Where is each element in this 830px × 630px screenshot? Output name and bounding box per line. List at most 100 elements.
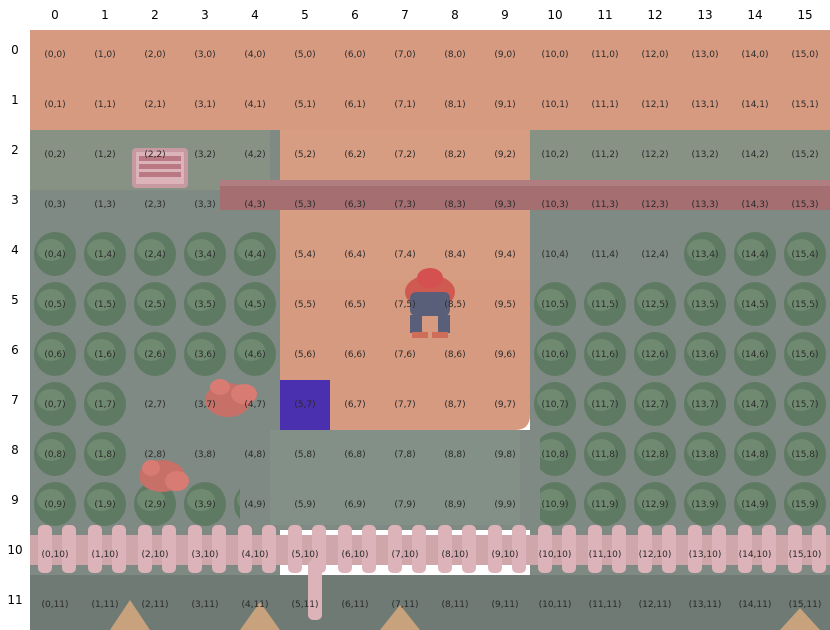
column-label: 4 <box>251 8 259 22</box>
tree-icon <box>537 389 565 411</box>
tree-icon <box>87 489 115 511</box>
fence-post <box>462 525 476 573</box>
row-label: 7 <box>11 393 19 407</box>
tree-icon <box>87 389 115 411</box>
column-label: 3 <box>201 8 209 22</box>
tree-icon <box>637 389 665 411</box>
tree-icon <box>137 339 165 361</box>
tree-icon <box>537 439 565 461</box>
fence-icon <box>30 525 830 620</box>
fence-post <box>188 525 202 573</box>
fence-post <box>362 525 376 573</box>
tree-icon <box>787 239 815 261</box>
fence-post <box>488 525 502 573</box>
row-label: 9 <box>11 493 19 507</box>
column-label: 11 <box>597 8 613 22</box>
fence-post <box>138 525 152 573</box>
column-label: 8 <box>451 8 459 22</box>
row-label: 11 <box>7 593 23 607</box>
tree-icon <box>637 439 665 461</box>
tree-icon <box>587 439 615 461</box>
flower-icon <box>139 460 189 492</box>
tree-icon <box>687 239 715 261</box>
tree-icon <box>587 339 615 361</box>
tree-icon <box>787 489 815 511</box>
tree-icon <box>687 339 715 361</box>
tree-icon <box>787 289 815 311</box>
sign-icon <box>132 148 188 188</box>
row-label: 6 <box>11 343 19 357</box>
fence-post <box>162 525 176 573</box>
row-label: 2 <box>11 143 19 157</box>
tree-icon <box>737 439 765 461</box>
terrain-layer <box>30 30 830 630</box>
fence-post <box>262 525 276 573</box>
row-label: 0 <box>11 43 19 57</box>
row-label: 10 <box>7 543 23 557</box>
tree-icon <box>737 489 765 511</box>
tree-icon <box>737 389 765 411</box>
tree-icon <box>237 239 265 261</box>
tree-icon <box>737 239 765 261</box>
tree-icon <box>687 489 715 511</box>
tree-icon <box>537 339 565 361</box>
tree-icon <box>137 489 165 511</box>
fence-post <box>588 525 602 573</box>
lower-ground <box>30 575 830 630</box>
tree-icon <box>37 389 65 411</box>
column-label: 15 <box>797 8 813 22</box>
tree-icon <box>37 439 65 461</box>
fence-post <box>88 525 102 573</box>
fence-post <box>738 525 752 573</box>
tree-icon <box>737 339 765 361</box>
tree-icon <box>237 339 265 361</box>
game-map: (0,0) (1,0) (2,0) (3,0) (4,0) (5,0) (6,0) (7,0)… <box>30 30 830 630</box>
flower-icon <box>205 379 257 417</box>
tree-icon <box>587 289 615 311</box>
fence-post <box>308 560 322 620</box>
fence-post <box>812 525 826 573</box>
column-label: 2 <box>151 8 159 22</box>
row-label: 5 <box>11 293 19 307</box>
tree-icon <box>637 289 665 311</box>
fence-post <box>238 525 252 573</box>
fence-post <box>388 525 402 573</box>
long-wall-ridges <box>220 180 830 186</box>
tree-icon <box>687 439 715 461</box>
tree-icon <box>37 289 65 311</box>
tree-icon <box>237 289 265 311</box>
fence-post <box>512 525 526 573</box>
column-label: 5 <box>301 8 309 22</box>
tree-icon <box>110 600 820 630</box>
column-label: 7 <box>401 8 409 22</box>
column-label: 6 <box>351 8 359 22</box>
fence-post <box>762 525 776 573</box>
fence-post <box>438 525 452 573</box>
fence-post <box>38 525 52 573</box>
tree-icon <box>37 239 65 261</box>
fence-post <box>538 525 552 573</box>
column-label: 9 <box>501 8 509 22</box>
tree-icon <box>587 489 615 511</box>
fence-post <box>112 525 126 573</box>
tree-icon <box>637 339 665 361</box>
tree-icon <box>137 289 165 311</box>
bottom-path-light <box>270 430 520 525</box>
column-label: 10 <box>547 8 563 22</box>
column-label: 12 <box>647 8 663 22</box>
fence-post <box>788 525 802 573</box>
tree-icon <box>87 339 115 361</box>
fence-post <box>412 525 426 573</box>
fence-post <box>212 525 226 573</box>
column-label: 14 <box>747 8 763 22</box>
selected-tile-highlight[interactable] <box>280 380 330 430</box>
fence-post <box>662 525 676 573</box>
fence-post <box>638 525 652 573</box>
fence-post <box>712 525 726 573</box>
fence-post <box>612 525 626 573</box>
right-hedge-block <box>534 232 826 526</box>
tree-icon <box>687 389 715 411</box>
column-label: 1 <box>101 8 109 22</box>
row-label: 4 <box>11 243 19 257</box>
